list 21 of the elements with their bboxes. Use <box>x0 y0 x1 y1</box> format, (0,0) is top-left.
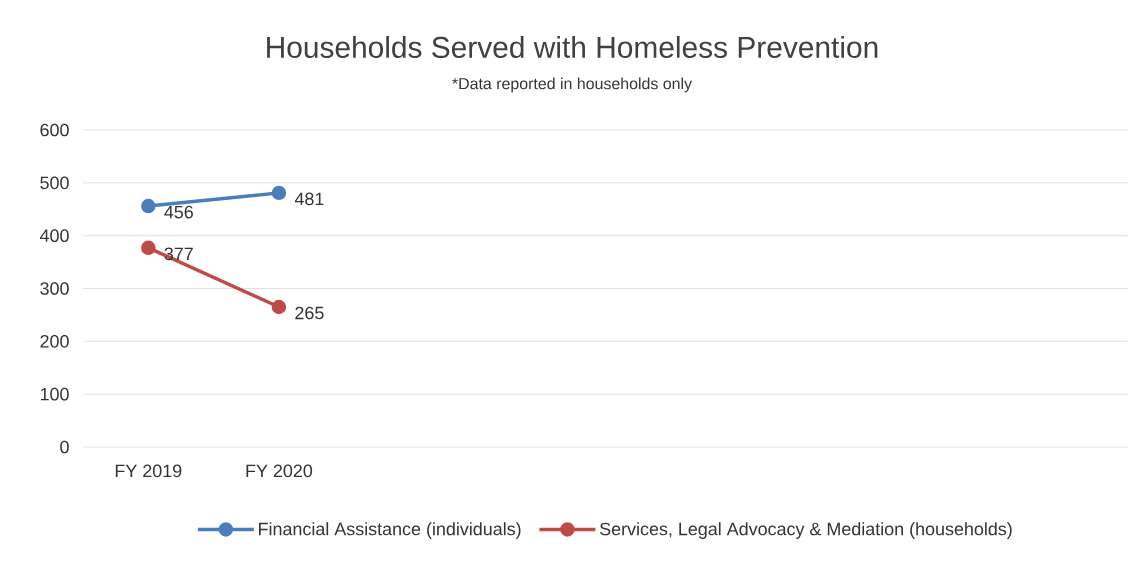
y-tick-label: 0 <box>60 440 69 454</box>
data-label: 377 <box>164 247 193 261</box>
chart-subtitle: *Data reported in households only <box>452 77 692 93</box>
legend-label: Financial Assistance (individuals) <box>259 522 521 539</box>
point <box>271 185 287 201</box>
point <box>271 299 287 315</box>
y-tick-label: 300 <box>40 282 69 295</box>
data-label: 481 <box>294 192 324 206</box>
point <box>141 240 156 256</box>
y-tick-label: 100 <box>40 387 69 401</box>
data-label: 456 <box>164 205 193 219</box>
y-tick-label: 400 <box>39 229 69 243</box>
chart-title: Households Served with Homeless Prevention <box>267 36 878 58</box>
x-tick-label: FY 2019 <box>115 464 182 478</box>
legend-label: Services, Legal Advocacy & Mediation (households) <box>599 522 1012 539</box>
point <box>141 198 156 214</box>
y-tick-label: 500 <box>40 176 69 190</box>
data-label: 265 <box>295 306 324 320</box>
x-tick-label: FY 2020 <box>246 464 313 478</box>
y-tick-label: 600 <box>40 123 69 137</box>
y-tick-label: 200 <box>40 334 69 348</box>
